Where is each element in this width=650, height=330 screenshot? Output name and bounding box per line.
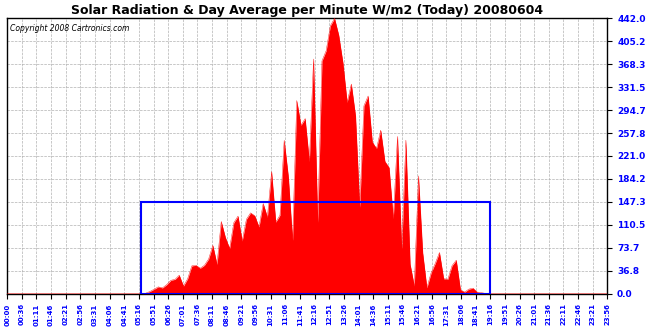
Title: Solar Radiation & Day Average per Minute W/m2 (Today) 20080604: Solar Radiation & Day Average per Minute… [72, 4, 543, 17]
Bar [142, 202, 490, 294]
Text: Copyright 2008 Cartronics.com: Copyright 2008 Cartronics.com [10, 24, 129, 33]
